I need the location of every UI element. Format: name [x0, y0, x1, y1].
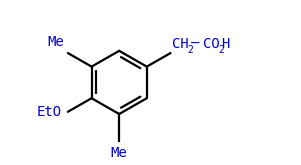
Text: —: —	[191, 37, 200, 51]
Text: CO: CO	[203, 37, 220, 51]
Text: 2: 2	[188, 45, 194, 55]
Text: EtO: EtO	[37, 105, 62, 119]
Text: 2: 2	[218, 45, 224, 55]
Text: H: H	[221, 37, 230, 51]
Text: CH: CH	[172, 37, 189, 51]
Text: Me: Me	[111, 146, 128, 160]
Text: Me: Me	[47, 35, 64, 49]
